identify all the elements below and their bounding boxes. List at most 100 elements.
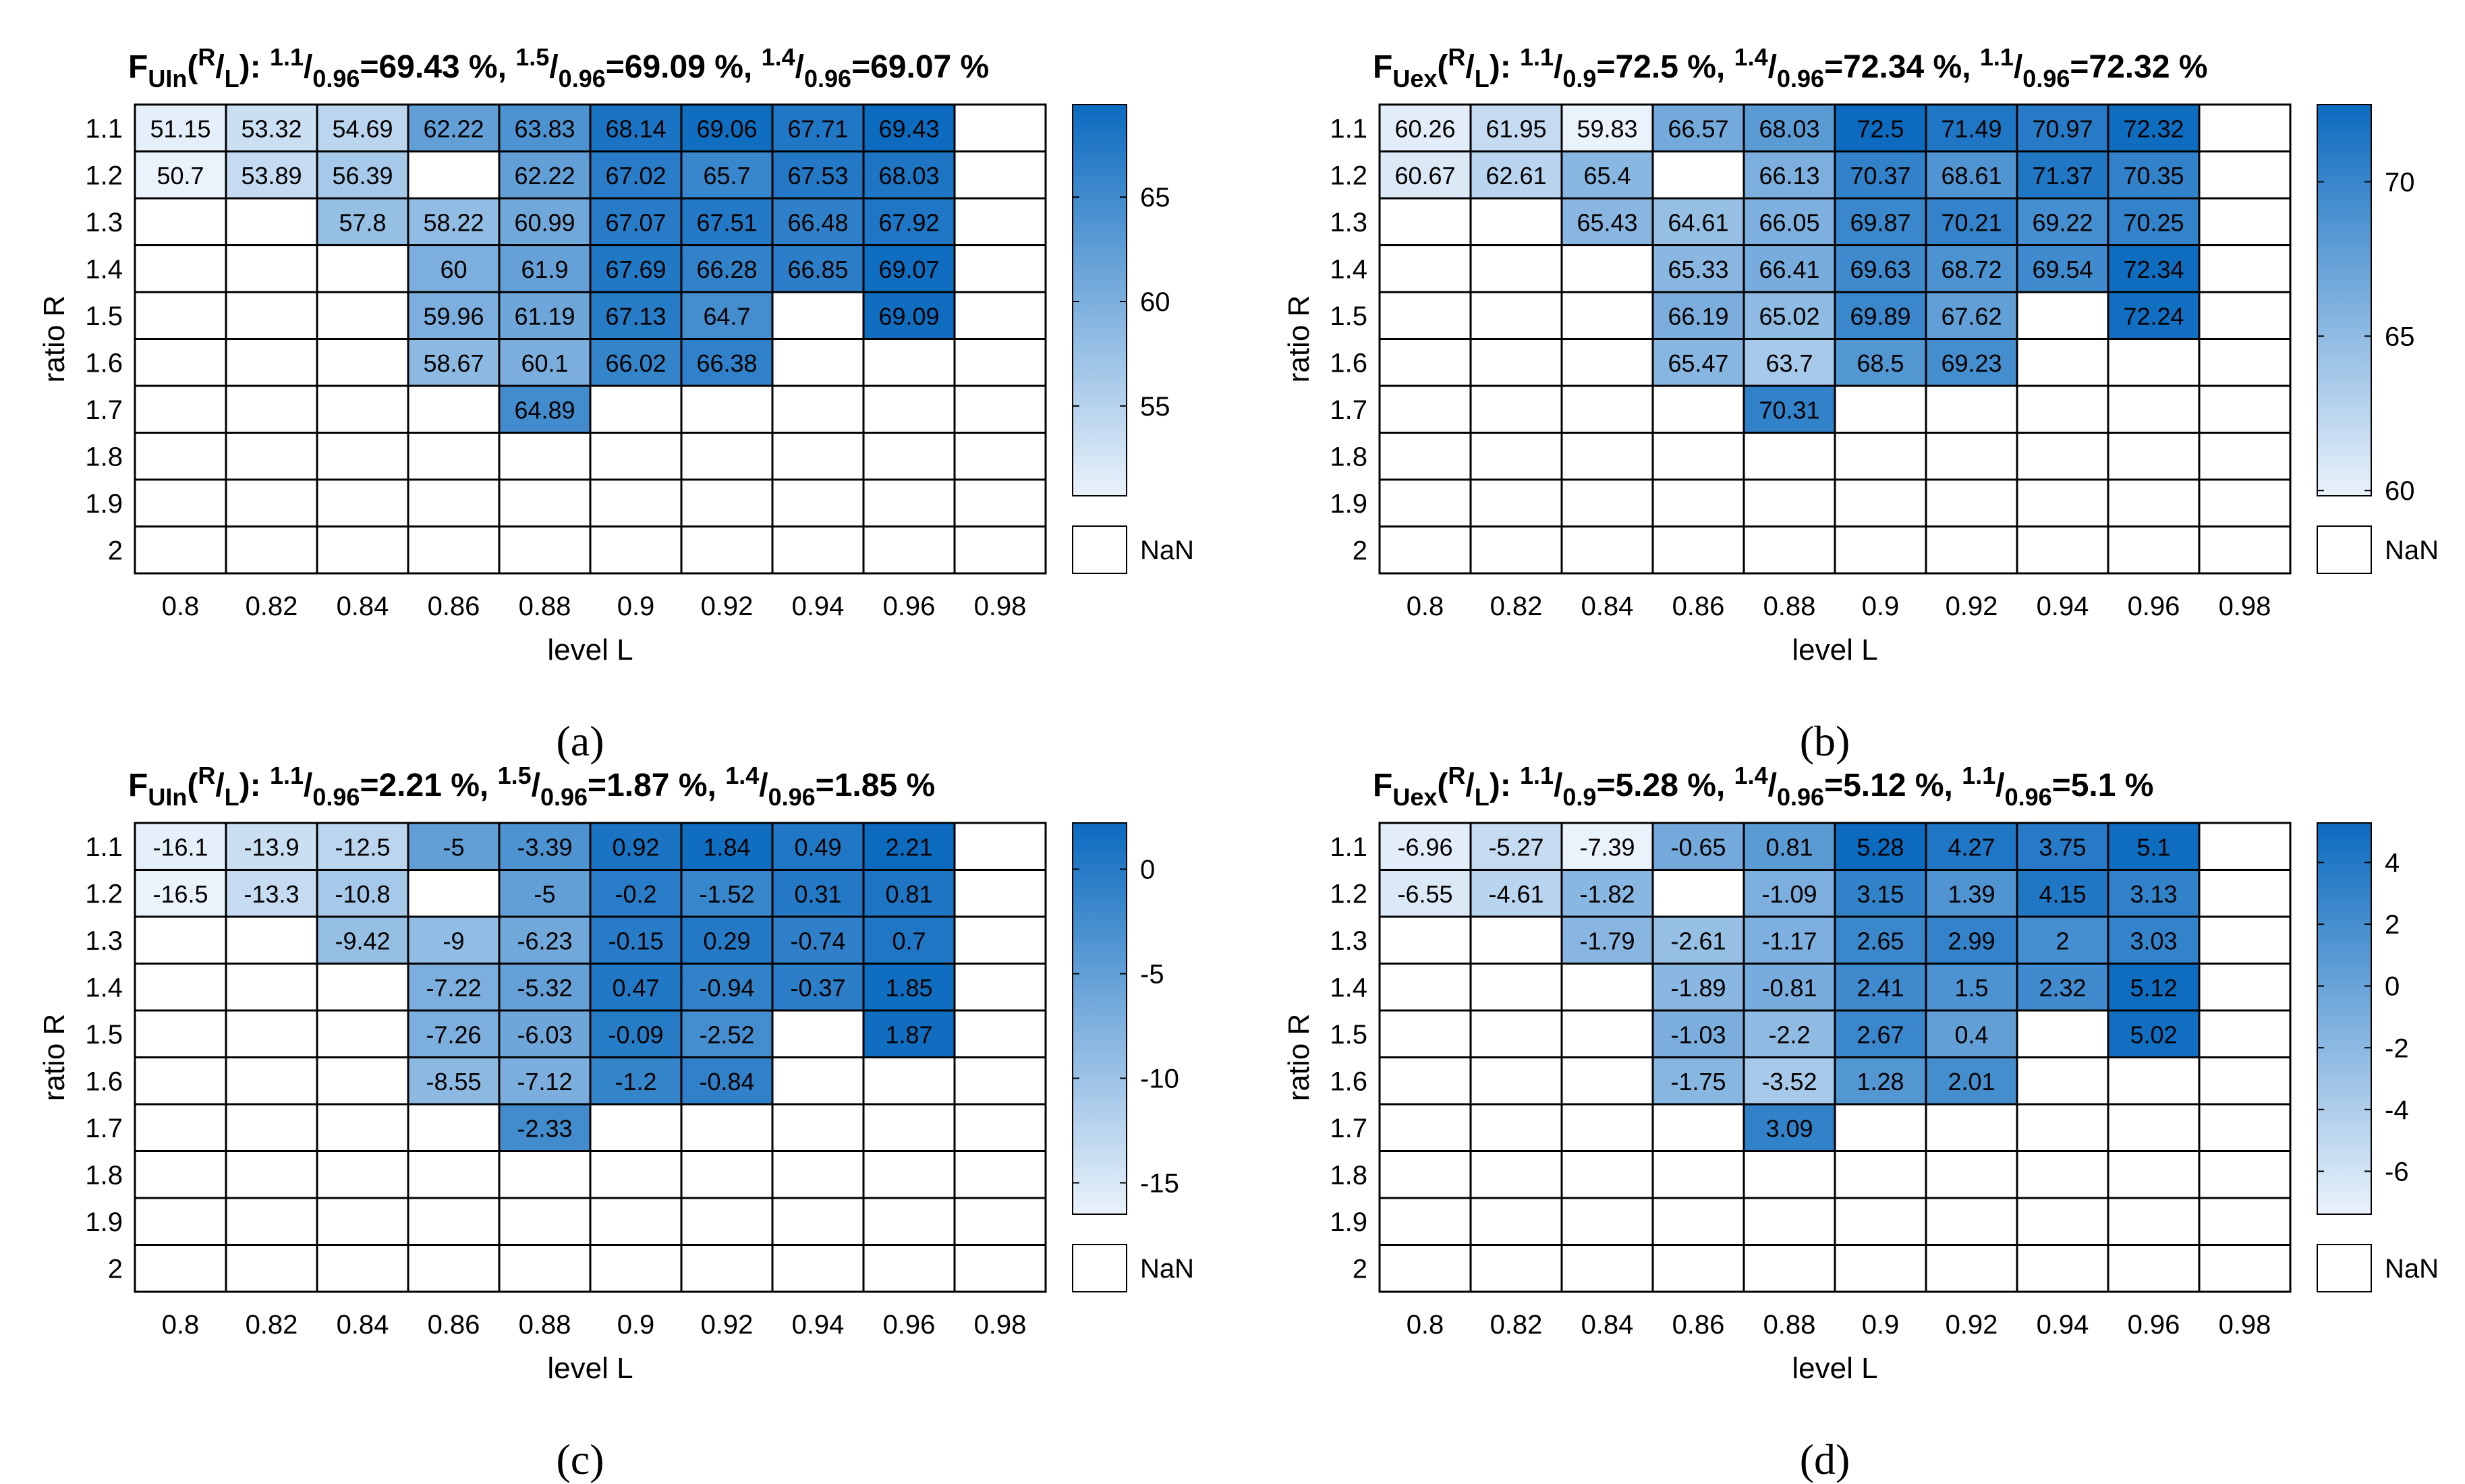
cell-value-label: 0.92 xyxy=(612,833,659,861)
heatmap-cell xyxy=(953,1056,1047,1106)
cell-value-label: -5 xyxy=(534,880,555,908)
colorbar-tick-label: -10 xyxy=(1140,1064,1179,1094)
cell-value-label: 59.96 xyxy=(423,302,484,330)
heatmap-cell xyxy=(316,384,409,434)
heatmap-cell xyxy=(953,1103,1047,1152)
heatmap-cell xyxy=(1651,1103,1745,1152)
heatmap-cell xyxy=(1834,915,1927,965)
y-tick-label: 2 xyxy=(108,1254,123,1284)
heatmap-cell xyxy=(1834,963,1927,1012)
x-tick-label: 0.98 xyxy=(2219,592,2271,621)
cell-value-label: 66.48 xyxy=(787,208,848,236)
cell-value-label: -8.55 xyxy=(426,1068,481,1095)
cell-value-label: 66.85 xyxy=(787,256,848,283)
heatmap-cell xyxy=(134,338,227,387)
heatmap-cell xyxy=(2198,1244,2292,1293)
cell-value-label: -2.2 xyxy=(1768,1021,1810,1048)
x-tick-label: 0.94 xyxy=(792,1310,845,1340)
heatmap-cell xyxy=(1925,103,2018,152)
cell-value-label: 0.49 xyxy=(794,833,841,861)
cell-value-label: 1.39 xyxy=(1948,880,1995,908)
x-tick-label: 0.92 xyxy=(701,1310,754,1340)
heatmap-cell xyxy=(1378,338,1472,387)
heatmap-cell xyxy=(316,244,409,293)
x-tick-label: 0.82 xyxy=(246,1310,298,1340)
heatmap-cell xyxy=(2107,1244,2201,1293)
nan-legend-label: NaN xyxy=(2385,536,2439,565)
heatmap-cell xyxy=(2198,432,2292,481)
cell-value-label: -9.42 xyxy=(335,927,390,954)
cell-value-label: -1.17 xyxy=(1761,927,1817,954)
cell-value-label: 53.32 xyxy=(241,115,302,142)
heatmap-cell xyxy=(134,291,227,340)
heatmap-cell xyxy=(1378,1103,1472,1152)
colorbar xyxy=(2317,822,2372,1215)
y-axis-label: ratio R xyxy=(38,1014,71,1102)
chart-title: FUIn(R/L): 1.1/0.96=69.43 %, 1.5/0.96=69… xyxy=(128,43,989,92)
y-axis-label: ratio R xyxy=(38,295,71,383)
heatmap-cell xyxy=(680,869,774,918)
heatmap-cell xyxy=(1651,525,1745,575)
x-tick-label: 0.86 xyxy=(428,592,480,621)
heatmap-cell xyxy=(316,1056,409,1106)
cell-value-label: 61.19 xyxy=(514,302,575,330)
nan-legend-label: NaN xyxy=(1140,536,1194,565)
cell-value-label: 66.05 xyxy=(1759,208,1819,236)
heatmap-cell xyxy=(589,197,683,246)
cell-value-label: 2.01 xyxy=(1948,1068,1995,1095)
heatmap-cell xyxy=(1834,1150,1927,1199)
heatmap-cell xyxy=(498,869,592,918)
cell-value-label: 61.95 xyxy=(1485,115,1546,142)
cell-value-label: -16.1 xyxy=(152,833,208,861)
cell-value-label: -13.3 xyxy=(244,880,299,908)
heatmap-cell xyxy=(134,525,227,575)
cell-value-label: 1.87 xyxy=(885,1021,932,1048)
heatmap-cell xyxy=(953,291,1047,340)
y-tick-label: 2 xyxy=(108,536,123,565)
y-tick-label: 1.8 xyxy=(1330,442,1367,472)
colorbar-tick-label: -6 xyxy=(2385,1157,2409,1187)
heatmap-cell xyxy=(2198,822,2292,871)
cell-value-label: 71.49 xyxy=(1941,115,2002,142)
y-tick-label: 1.3 xyxy=(1330,926,1367,956)
colorbar-tick-label: 0 xyxy=(1140,855,1155,885)
heatmap-cell xyxy=(1560,915,1654,965)
cell-value-label: 69.23 xyxy=(1941,349,2002,377)
heatmap-cell xyxy=(407,338,501,387)
cell-value-label: 60.1 xyxy=(521,349,568,377)
heatmap-cell xyxy=(953,525,1047,575)
heatmap-cell xyxy=(2107,384,2201,434)
heatmap-cell xyxy=(2198,1056,2292,1106)
cell-value-label: 68.03 xyxy=(1759,115,1819,142)
heatmap-cell xyxy=(589,478,683,527)
heatmap-cell xyxy=(316,1103,409,1152)
heatmap-cell xyxy=(1834,150,1927,200)
heatmap-cell xyxy=(316,1244,409,1293)
heatmap-cell xyxy=(225,478,318,527)
cell-value-label: 0.31 xyxy=(794,880,841,908)
cell-value-label: 56.39 xyxy=(332,162,393,190)
cell-value-label: 53.89 xyxy=(241,162,302,190)
x-tick-label: 0.8 xyxy=(1407,592,1444,621)
heatmap-cell xyxy=(589,963,683,1012)
heatmap-cell xyxy=(1743,150,1836,200)
colorbar-tick-label: 0 xyxy=(2385,972,2400,1002)
heatmap-cell xyxy=(680,1150,774,1199)
cell-value-label: -13.9 xyxy=(244,833,299,861)
heatmap-cell xyxy=(1469,963,1563,1012)
heatmap-cell xyxy=(862,1009,956,1058)
heatmap-cell xyxy=(1378,103,1472,152)
cell-value-label: -16.5 xyxy=(152,880,208,908)
cell-value-label: 1.28 xyxy=(1857,1068,1904,1095)
cell-value-label: 59.83 xyxy=(1577,115,1637,142)
heatmap-cell xyxy=(1378,1244,1472,1293)
cell-value-label: 64.7 xyxy=(703,302,750,330)
cell-value-label: 2.67 xyxy=(1857,1021,1904,1048)
cell-value-label: 64.89 xyxy=(514,396,575,424)
colorbar-tick-label: 2 xyxy=(2385,910,2400,940)
heatmap-panel: FUex(R/L): 1.1/0.9=5.28 %, 1.4/0.96=5.12… xyxy=(1282,762,2439,1483)
heatmap-cell xyxy=(1469,1244,1563,1293)
cell-value-label: 0.81 xyxy=(1765,833,1813,861)
cell-value-label: 58.22 xyxy=(423,208,484,236)
heatmap-cell xyxy=(1560,1103,1654,1152)
